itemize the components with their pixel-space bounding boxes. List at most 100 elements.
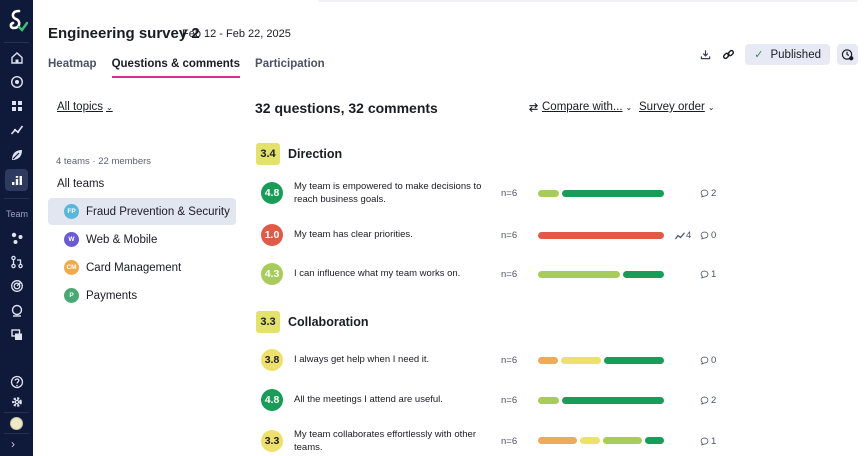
distribution-bar — [538, 397, 664, 404]
survey-order-label: Survey order — [639, 101, 705, 113]
question-respondents: n=6 — [501, 355, 518, 366]
home-icon[interactable] — [8, 49, 25, 66]
question-score: 4.3 — [261, 263, 283, 285]
comment-count[interactable]: 1 — [700, 269, 716, 280]
survey-order-dropdown[interactable]: Survey order ⌄ — [639, 101, 715, 113]
tab-bar: Heatmap Questions & comments Participati… — [48, 58, 340, 78]
section-score: 3.3 — [256, 311, 280, 333]
all-teams-item[interactable]: All teams — [57, 178, 105, 190]
comment-count[interactable]: 2 — [700, 188, 716, 199]
team-name: Web & Mobile — [86, 233, 158, 246]
question-text: My team is empowered to make decisions t… — [294, 181, 482, 205]
trend-icon[interactable] — [8, 121, 25, 138]
download-icon[interactable] — [696, 46, 714, 64]
user-avatar[interactable] — [10, 417, 23, 430]
question-score: 3.3 — [261, 430, 283, 452]
question-text: I always get help when I need it. — [294, 354, 430, 365]
comment-icon — [700, 437, 709, 446]
question-respondents: n=6 — [501, 395, 518, 406]
header-actions: ✓ Published — [696, 44, 858, 65]
distribution-segment — [644, 437, 664, 444]
team-name: Card Management — [86, 261, 182, 274]
tab-participation[interactable]: Participation — [255, 58, 325, 70]
all-topics-dropdown[interactable]: All topics ⌄ — [57, 101, 113, 113]
survey-dates: Feb 12 - Feb 22, 2025 — [182, 28, 291, 40]
question-respondents: n=6 — [501, 436, 518, 447]
question-text: My team collaborates effortlessly with o… — [294, 429, 476, 453]
comment-count[interactable]: 2 — [700, 395, 716, 406]
published-label: Published — [770, 48, 821, 61]
comment-count-value: 1 — [711, 269, 717, 280]
question-score: 3.8 — [261, 349, 283, 371]
question-respondents: n=6 — [501, 269, 518, 280]
questions-comments-count: 32 questions, 32 comments — [255, 100, 438, 116]
comment-count[interactable]: 0 — [700, 230, 716, 241]
app-logo-icon[interactable] — [6, 8, 29, 34]
compare-with-dropdown[interactable]: Compare with... ⌄ — [528, 101, 632, 113]
published-button[interactable]: ✓ Published — [745, 44, 830, 65]
team-name: Payments — [86, 289, 138, 302]
comment-icon — [700, 231, 709, 240]
comment-count[interactable]: 0 — [700, 355, 716, 366]
comment-count[interactable]: 1 — [700, 436, 716, 447]
chat-icon[interactable] — [8, 302, 25, 319]
team-network-icon[interactable] — [8, 229, 25, 246]
question-score: 4.8 — [261, 182, 283, 204]
trend-indicator: 4 — [675, 230, 691, 241]
team-item-fraud-prevention[interactable]: FP Fraud Prevention & Security — [48, 198, 236, 225]
pull-request-icon[interactable] — [8, 253, 25, 270]
chevron-right-icon[interactable]: › — [11, 437, 15, 451]
target-icon[interactable] — [8, 73, 25, 90]
comment-icon — [700, 189, 709, 198]
section-score: 3.4 — [256, 143, 280, 165]
tab-heatmap[interactable]: Heatmap — [48, 58, 97, 70]
sidebar-divider — [4, 198, 29, 199]
team-item-payments[interactable]: P Payments — [48, 282, 236, 309]
link-icon[interactable] — [719, 46, 737, 64]
distribution-segment — [561, 190, 664, 197]
compare-arrows-icon — [529, 102, 538, 112]
trend-value: 4 — [686, 230, 692, 241]
distribution-segment — [602, 437, 642, 444]
radar-icon[interactable] — [8, 277, 25, 294]
question-respondents: n=6 — [501, 230, 518, 241]
section-title: Collaboration — [288, 315, 369, 329]
help-icon[interactable] — [8, 373, 25, 390]
chevron-down-icon: ⌄ — [707, 103, 715, 112]
sidebar-divider — [4, 433, 29, 434]
comment-count-value: 2 — [711, 395, 717, 406]
comment-count-value: 2 — [711, 188, 717, 199]
team-item-card-management[interactable]: CM Card Management — [48, 254, 236, 281]
distribution-segment — [538, 190, 559, 197]
settings-gear-icon[interactable] — [8, 393, 25, 410]
distribution-segment — [561, 397, 664, 404]
trend-up-icon — [675, 231, 685, 239]
distribution-segment — [604, 357, 664, 364]
grid-icon[interactable] — [8, 97, 25, 114]
survey-results-icon[interactable] — [8, 171, 25, 188]
tab-questions-comments[interactable]: Questions & comments — [111, 58, 241, 78]
distribution-bar — [538, 271, 664, 278]
distribution-segment — [538, 437, 577, 444]
sidebar-divider — [4, 412, 29, 413]
comment-icon — [700, 356, 709, 365]
distribution-bar — [538, 190, 664, 197]
leaf-icon[interactable] — [8, 146, 25, 163]
schedule-button[interactable] — [837, 44, 858, 65]
distribution-bar — [538, 232, 664, 239]
question-score: 4.8 — [261, 389, 283, 411]
survey-title: Engineering survey 2 — [48, 25, 200, 42]
question-score: 1.0 — [261, 224, 283, 246]
distribution-segment — [623, 271, 664, 278]
distribution-segment — [538, 357, 558, 364]
clock-icon — [841, 49, 854, 61]
sidebar-team-label: Team — [6, 209, 29, 219]
comment-icon — [700, 270, 709, 279]
chevron-down-icon: ⌄ — [106, 103, 113, 112]
windows-icon[interactable] — [8, 326, 25, 343]
comment-count-value: 0 — [711, 355, 717, 366]
team-badge: CM — [64, 260, 79, 275]
team-item-web-mobile[interactable]: W Web & Mobile — [48, 226, 236, 253]
team-badge: FP — [64, 204, 79, 219]
question-text: All the meetings I attend are useful. — [294, 394, 443, 405]
